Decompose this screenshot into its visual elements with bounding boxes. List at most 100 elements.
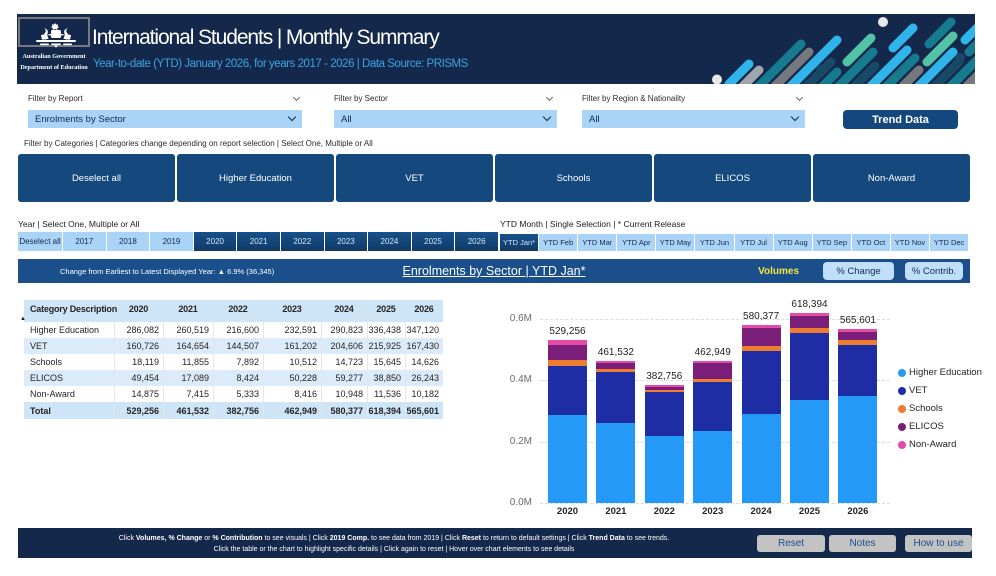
volumes-label[interactable]: Volumes	[758, 265, 799, 277]
bar-segment-2023-elicos[interactable]	[693, 363, 733, 379]
bar-segment-2025-higher-education[interactable]	[790, 399, 829, 503]
filter-region-collapse-icon[interactable]	[795, 93, 804, 102]
chevron-down-icon	[287, 112, 297, 122]
x-axis-tick-label-2026: 2026	[847, 506, 869, 517]
category-button-non-award[interactable]: Non-Award	[813, 154, 970, 202]
filter-region-dropdown[interactable]: All	[582, 110, 805, 128]
year-button-2020[interactable]: 2020	[193, 232, 237, 251]
legend-item-vet[interactable]: VET	[898, 385, 927, 396]
legend-item-non-award[interactable]: Non-Award	[898, 439, 956, 450]
bar-segment-2021-non-award[interactable]	[596, 361, 636, 364]
bar-segment-2024-non-award[interactable]	[741, 324, 781, 328]
year-button-2018[interactable]: 2018	[106, 232, 150, 251]
category-button-deselect-all[interactable]: Deselect all	[18, 154, 175, 202]
bar-segment-2023-non-award[interactable]	[693, 360, 733, 364]
bar-segment-2020-vet[interactable]	[548, 365, 587, 416]
month-slicer: YTD Jan* YTD Feb YTD Mar YTD Apr YTD May YTD …	[500, 234, 969, 251]
table-row-vet[interactable]: VET 160,726 164,654 144,507 161,202 204,606 21…	[24, 338, 443, 354]
month-button-ytd-apr[interactable]: YTD Apr	[617, 234, 656, 251]
bar-segment-2021-higher-education[interactable]	[596, 422, 636, 503]
bar-segment-2020-elicos[interactable]	[548, 344, 587, 361]
notes-button[interactable]: Notes	[829, 535, 896, 552]
table-row-elicos[interactable]: ELICOS 49,454 17,089 8,424 50,228 59,277 38,85…	[24, 370, 443, 386]
y-axis-tick-label: 0.0M	[509, 497, 532, 508]
legend-item-elicos[interactable]: ELICOS	[898, 421, 944, 432]
how-to-use-button[interactable]: How to use	[905, 535, 972, 552]
bar-segment-2022-vet[interactable]	[644, 391, 684, 437]
legend-label: ELICOS	[909, 421, 944, 432]
bar-segment-2026-higher-education[interactable]	[838, 396, 878, 503]
bar-segment-2021-vet[interactable]	[596, 372, 636, 423]
bar-segment-2026-vet[interactable]	[838, 344, 878, 397]
bar-segment-2024-vet[interactable]	[741, 350, 781, 414]
month-button-ytd-aug[interactable]: YTD Aug	[773, 234, 812, 251]
bar-segment-2022-higher-education[interactable]	[644, 436, 684, 503]
year-button-2021[interactable]: 2021	[237, 232, 280, 251]
bar-segment-2022-elicos[interactable]	[644, 386, 684, 390]
month-button-ytd-nov[interactable]: YTD Nov	[890, 234, 930, 251]
bar-segment-2022-non-award[interactable]	[644, 385, 684, 387]
bar-segment-2023-schools[interactable]	[693, 378, 733, 382]
filter-sector-dropdown[interactable]: All	[334, 110, 557, 128]
bar-segment-2020-schools[interactable]	[548, 360, 587, 366]
legend-item-schools[interactable]: Schools	[898, 403, 943, 414]
bar-segment-2025-vet[interactable]	[790, 333, 829, 400]
reset-button[interactable]: Reset	[757, 535, 825, 552]
bar-segment-2024-higher-education[interactable]	[741, 413, 781, 503]
month-button-ytd-jul[interactable]: YTD Jul	[734, 234, 773, 251]
data-table[interactable]: Category Description ▲ 2020 2021 2022 2023 202…	[20, 300, 443, 419]
bar-segment-2026-non-award[interactable]	[838, 329, 878, 333]
bar-segment-2024-elicos[interactable]	[741, 327, 781, 347]
table-row-schools[interactable]: Schools 18,119 11,855 7,892 10,512 14,723 15,6…	[24, 354, 443, 370]
bar-segment-2020-non-award[interactable]	[548, 340, 587, 345]
year-button-2023[interactable]: 2023	[324, 232, 368, 251]
table-total-row[interactable]: Total 529,256 461,532 382,756 462,949 580,377…	[24, 402, 443, 419]
year-button-deselect-all[interactable]: Deselect all	[18, 232, 62, 251]
bar-segment-2022-schools[interactable]	[644, 389, 684, 392]
trend-data-button[interactable]: Trend Data	[843, 110, 958, 129]
legend-item-higher-education[interactable]: Higher Education	[898, 367, 982, 378]
filter-region-label: Filter by Region & Nationality	[582, 94, 686, 103]
legend-label: VET	[909, 385, 928, 396]
bar-segment-2023-vet[interactable]	[693, 381, 733, 432]
bar-segment-2024-schools[interactable]	[741, 346, 781, 351]
category-button-higher-education[interactable]: Higher Education	[177, 154, 334, 202]
filter-report-dropdown[interactable]: Enrolments by Sector	[28, 110, 302, 128]
percent-change-button[interactable]: % Change	[823, 262, 894, 280]
bar-segment-2025-elicos[interactable]	[790, 316, 829, 329]
month-button-ytd-jan-[interactable]: YTD Jan*	[500, 234, 539, 251]
table-row-higher-education[interactable]: Higher Education 286,082 260,519 216,600 232…	[24, 322, 443, 338]
year-button-2026[interactable]: 2026	[455, 232, 498, 251]
bar-segment-2021-elicos[interactable]	[596, 363, 636, 369]
month-button-ytd-mar[interactable]: YTD Mar	[578, 234, 617, 251]
year-button-2024[interactable]: 2024	[368, 232, 411, 251]
month-button-ytd-dec[interactable]: YTD Dec	[930, 234, 969, 251]
month-button-ytd-feb[interactable]: YTD Feb	[539, 234, 578, 251]
bar-segment-2025-schools[interactable]	[790, 328, 829, 334]
filter-report-collapse-icon[interactable]	[292, 93, 301, 102]
year-button-2022[interactable]: 2022	[280, 232, 324, 251]
legend-dot-icon	[898, 440, 906, 449]
month-button-ytd-oct[interactable]: YTD Oct	[851, 234, 890, 251]
bar-segment-2025-non-award[interactable]	[790, 312, 829, 317]
bar-segment-2026-schools[interactable]	[838, 340, 878, 345]
table-header-row[interactable]: Category Description ▲ 2020 2021 2022 2023 202…	[20, 300, 443, 322]
category-button-vet[interactable]: VET	[336, 154, 493, 202]
stacked-bar-chart[interactable]: 0.0M 0.2M 0.4M 0.6M 529,256 2020 461,532 2021 38…	[496, 290, 996, 530]
month-button-ytd-may[interactable]: YTD May	[656, 234, 695, 251]
category-button-schools[interactable]: Schools	[495, 154, 652, 202]
month-button-ytd-jun[interactable]: YTD Jun	[695, 234, 734, 251]
table-row-non-award[interactable]: Non-Award 14,875 7,415 5,333 8,416 10,948 11,5…	[24, 386, 443, 402]
category-button-elicos[interactable]: ELICOS	[654, 154, 811, 202]
filter-sector-collapse-icon[interactable]	[545, 93, 554, 102]
bar-segment-2023-higher-education[interactable]	[693, 431, 733, 503]
percent-contrib-button[interactable]: % Contrib.	[905, 262, 963, 280]
bar-segment-2021-schools[interactable]	[596, 368, 636, 373]
year-button-2019[interactable]: 2019	[150, 232, 193, 251]
month-button-ytd-sep[interactable]: YTD Sep	[812, 234, 851, 251]
bar-segment-2026-elicos[interactable]	[838, 332, 878, 341]
filter-region-value: All	[589, 113, 600, 125]
bar-segment-2020-higher-education[interactable]	[548, 415, 587, 503]
year-button-2025[interactable]: 2025	[411, 232, 455, 251]
year-button-2017[interactable]: 2017	[63, 232, 106, 251]
